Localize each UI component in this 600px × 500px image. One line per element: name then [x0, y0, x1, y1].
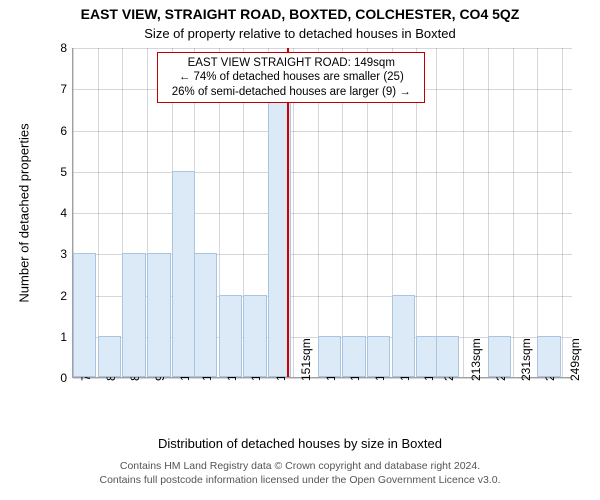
gridline-vertical	[562, 48, 563, 377]
histogram-bar	[122, 253, 145, 377]
annotation-line: 26% of semi-detached houses are larger (…	[164, 85, 418, 99]
gridline-vertical	[488, 48, 489, 377]
x-tick-label: 151sqm	[297, 338, 313, 381]
gridline-vertical	[537, 48, 538, 377]
y-tick-label: 5	[60, 165, 73, 179]
footer-line-1: Contains HM Land Registry data © Crown c…	[0, 460, 600, 474]
histogram-bar	[392, 295, 415, 378]
y-tick-label: 3	[60, 247, 73, 261]
annotation-line: EAST VIEW STRAIGHT ROAD: 149sqm	[164, 56, 418, 70]
x-tick-label: 249sqm	[566, 338, 582, 381]
plot-area: 01234567871sqm80sqm89sqm98sqm107sqm115sq…	[72, 48, 572, 378]
gridline-vertical	[463, 48, 464, 377]
histogram-bar	[342, 336, 365, 377]
footer-attribution: Contains HM Land Registry data © Crown c…	[0, 460, 600, 487]
histogram-bar	[488, 336, 511, 377]
histogram-bar	[147, 253, 170, 377]
histogram-bar	[318, 336, 341, 377]
y-axis-label: Number of detached properties	[17, 123, 32, 302]
y-tick-label: 8	[60, 41, 73, 55]
histogram-bar	[436, 336, 459, 377]
x-tick-label: 213sqm	[467, 338, 483, 381]
histogram-bar	[243, 295, 266, 378]
y-tick-label: 4	[60, 206, 73, 220]
y-tick-label: 1	[60, 330, 73, 344]
y-tick-label: 6	[60, 124, 73, 138]
histogram-bar	[172, 171, 195, 377]
annotation-box: EAST VIEW STRAIGHT ROAD: 149sqm← 74% of …	[157, 52, 425, 103]
chart-container: { "title": "EAST VIEW, STRAIGHT ROAD, BO…	[0, 0, 600, 500]
histogram-bar	[73, 253, 96, 377]
chart-subtitle: Size of property relative to detached ho…	[0, 26, 600, 41]
y-tick-label: 7	[60, 82, 73, 96]
histogram-bar	[194, 253, 217, 377]
y-tick-label: 0	[60, 371, 73, 385]
gridline-vertical	[513, 48, 514, 377]
y-tick-label: 2	[60, 289, 73, 303]
histogram-bar	[367, 336, 390, 377]
annotation-line: ← 74% of detached houses are smaller (25…	[164, 70, 418, 84]
footer-line-2: Contains full postcode information licen…	[0, 474, 600, 488]
histogram-bar	[537, 336, 560, 377]
chart-title: EAST VIEW, STRAIGHT ROAD, BOXTED, COLCHE…	[0, 6, 600, 22]
x-tick-label: 231sqm	[517, 338, 533, 381]
histogram-bar	[219, 295, 242, 378]
gridline-vertical	[98, 48, 99, 377]
histogram-bar	[98, 336, 121, 377]
x-axis-label: Distribution of detached houses by size …	[0, 436, 600, 451]
gridline-vertical	[436, 48, 437, 377]
